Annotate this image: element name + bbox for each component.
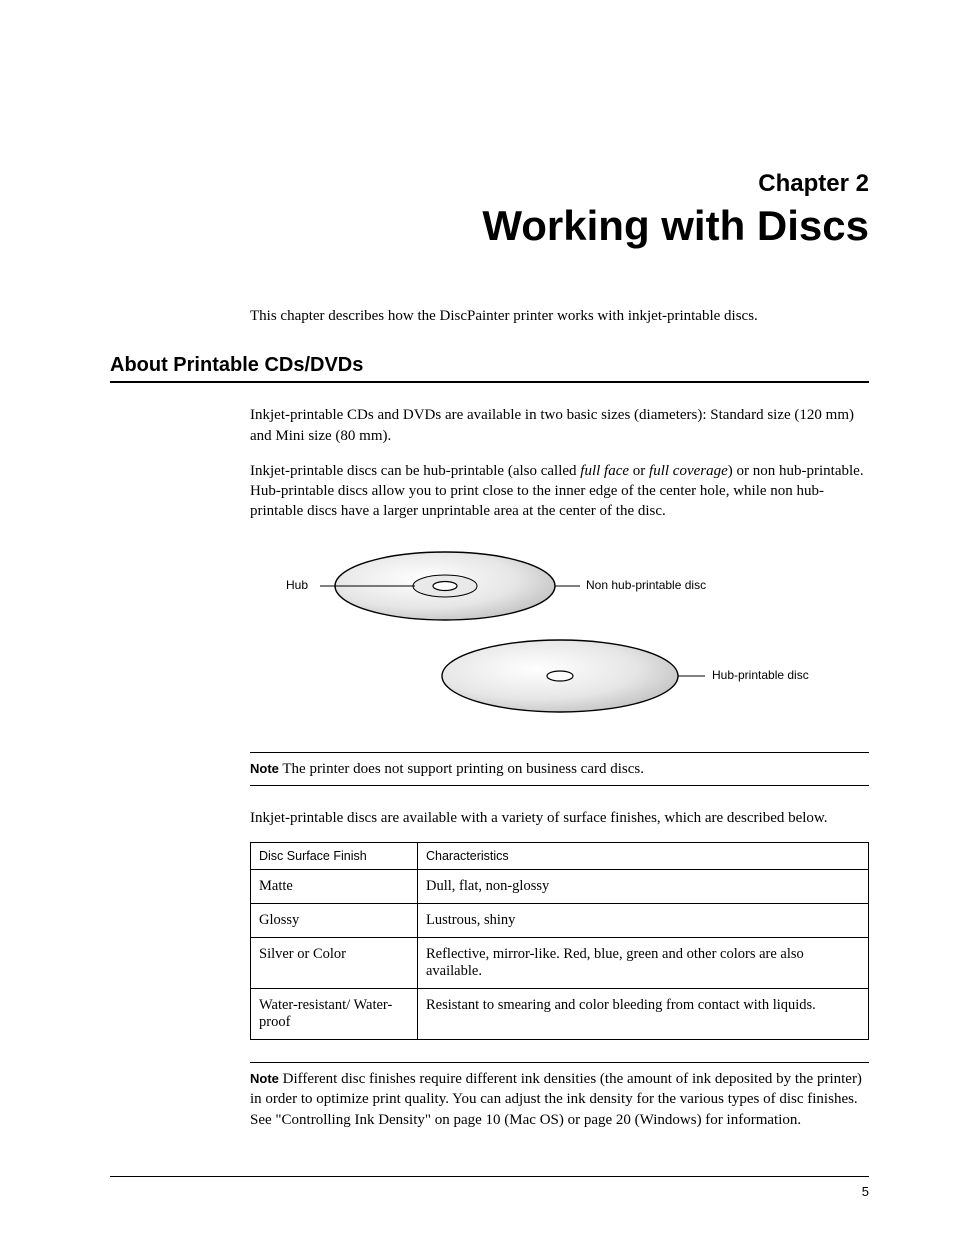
table-row: Silver or Color Reflective, mirror-like.… (251, 938, 869, 989)
note-label: Note (250, 1071, 279, 1086)
hub-disc-label: Hub-printable disc (712, 668, 809, 682)
table-cell: Glossy (251, 904, 418, 938)
note-ink-density: Note Different disc finishes require dif… (250, 1062, 869, 1136)
table-cell: Water-resistant/ Water-proof (251, 989, 418, 1040)
section-heading: About Printable CDs/DVDs (110, 354, 869, 383)
italic-text: full face (580, 463, 629, 479)
text-run: or (629, 463, 649, 479)
page-number: 5 (862, 1184, 869, 1199)
paragraph-sizes: Inkjet-printable CDs and DVDs are availa… (250, 405, 869, 446)
table-row: Glossy Lustrous, shiny (251, 904, 869, 938)
table-cell: Dull, flat, non-glossy (418, 870, 869, 904)
note-text: Different disc finishes require differen… (250, 1071, 862, 1128)
table-cell: Silver or Color (251, 938, 418, 989)
body-block: Inkjet-printable CDs and DVDs are availa… (250, 405, 869, 1136)
note-label: Note (250, 761, 279, 776)
table-header-cell: Disc Surface Finish (251, 843, 418, 870)
non-hub-disc-label: Non hub-printable disc (586, 578, 706, 592)
italic-text: full coverage (649, 463, 728, 479)
hub-label: Hub (286, 578, 308, 592)
table-header-cell: Characteristics (418, 843, 869, 870)
table-cell: Lustrous, shiny (418, 904, 869, 938)
disc-diagram-svg (250, 536, 870, 736)
page: Chapter 2 Working with Discs This chapte… (0, 0, 954, 1235)
note-business-card: Note The printer does not support printi… (250, 752, 869, 786)
table-cell: Reflective, mirror-like. Red, blue, gree… (418, 938, 869, 989)
table-header-row: Disc Surface Finish Characteristics (251, 843, 869, 870)
table-row: Matte Dull, flat, non-glossy (251, 870, 869, 904)
table-cell: Matte (251, 870, 418, 904)
text-run: Inkjet-printable discs can be hub-printa… (250, 463, 580, 479)
paragraph-finishes-intro: Inkjet-printable discs are available wit… (250, 808, 869, 828)
note-text: The printer does not support printing on… (279, 761, 644, 777)
finish-table: Disc Surface Finish Characteristics Matt… (250, 842, 869, 1040)
intro-paragraph: This chapter describes how the DiscPaint… (250, 306, 869, 326)
table-row: Water-resistant/ Water-proof Resistant t… (251, 989, 869, 1040)
footer-rule (110, 1176, 869, 1177)
paragraph-hub-printable: Inkjet-printable discs can be hub-printa… (250, 461, 869, 522)
table-cell: Resistant to smearing and color bleeding… (418, 989, 869, 1040)
disc-figure: Hub Non hub-printable disc Hub-printable… (250, 536, 869, 736)
chapter-label: Chapter 2 (110, 170, 869, 198)
chapter-title: Working with Discs (110, 202, 869, 250)
